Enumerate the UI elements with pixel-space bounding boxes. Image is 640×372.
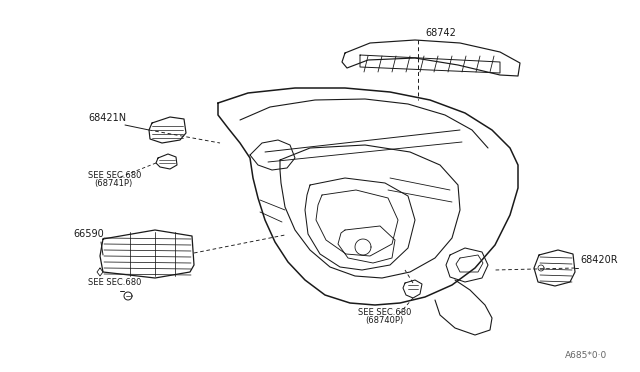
Text: 66590: 66590 [73, 229, 104, 239]
Text: 68421N: 68421N [88, 113, 126, 123]
Text: (68741P): (68741P) [94, 179, 132, 188]
Text: 68420R: 68420R [580, 255, 618, 265]
Text: A685*0·0: A685*0·0 [565, 351, 607, 360]
Text: 68742: 68742 [425, 28, 456, 38]
Text: SEE SEC.680: SEE SEC.680 [88, 278, 141, 287]
Text: SEE SEC.680: SEE SEC.680 [358, 308, 412, 317]
Text: SEE SEC.680: SEE SEC.680 [88, 171, 141, 180]
Text: (68740P): (68740P) [365, 316, 403, 325]
